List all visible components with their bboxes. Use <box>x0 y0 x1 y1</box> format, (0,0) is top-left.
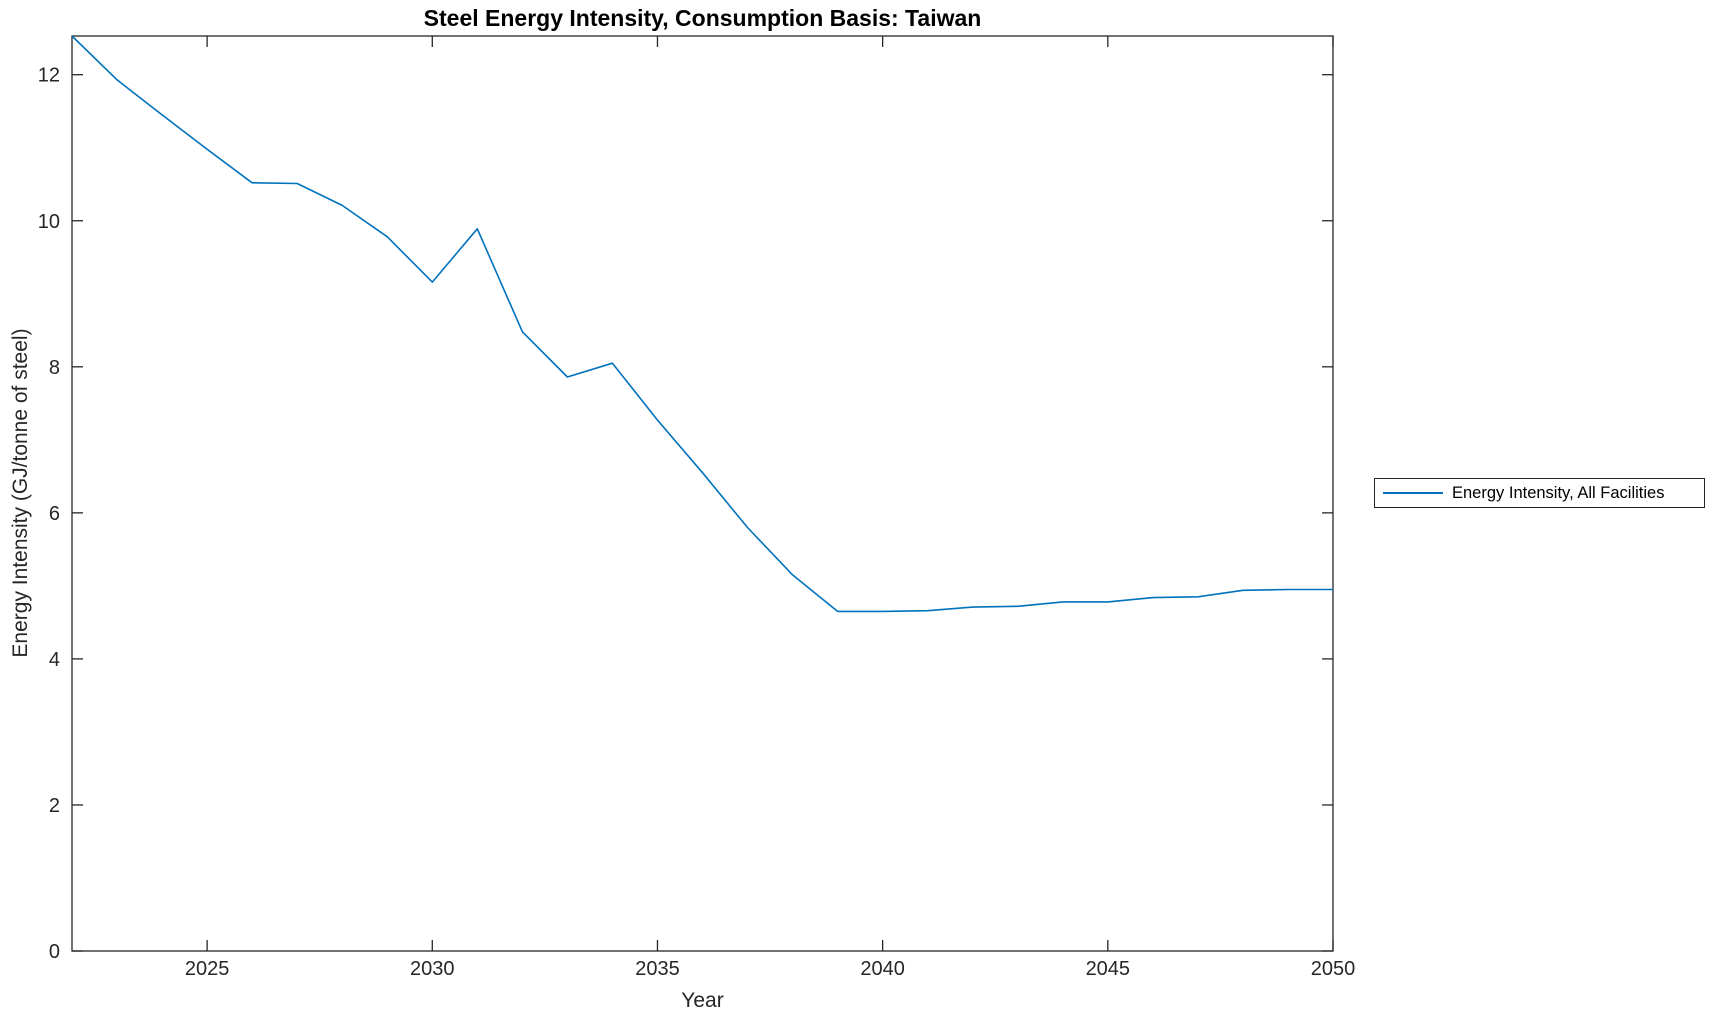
y-axis-label: Energy Intensity (GJ/tonne of steel) <box>9 328 32 658</box>
chart-title: Steel Energy Intensity, Consumption Basi… <box>423 5 982 31</box>
x-tick-label: 2025 <box>185 958 230 980</box>
legend-item-label: Energy Intensity, All Facilities <box>1452 483 1665 502</box>
y-tick-label: 4 <box>49 649 60 671</box>
y-tick-label: 10 <box>38 211 60 233</box>
energy-intensity-line <box>71 35 1333 613</box>
y-tick-label: 6 <box>49 503 60 525</box>
legend-line-sample-icon <box>1383 492 1443 494</box>
x-axis-label: Year <box>681 989 724 1012</box>
legend: Energy Intensity, All Facilities <box>1374 478 1705 508</box>
x-tick-label: 2030 <box>410 958 455 980</box>
x-tick-label: 2035 <box>635 958 680 980</box>
y-tick-label: 0 <box>49 941 60 963</box>
x-tick-label: 2040 <box>860 958 905 980</box>
x-tick-label: 2045 <box>1086 958 1131 980</box>
y-tick-label: 2 <box>49 795 60 817</box>
x-tick-label: 2050 <box>1311 958 1356 980</box>
plot-box <box>71 35 1334 952</box>
y-tick-label: 8 <box>49 357 60 379</box>
y-tick-label: 12 <box>38 65 60 87</box>
